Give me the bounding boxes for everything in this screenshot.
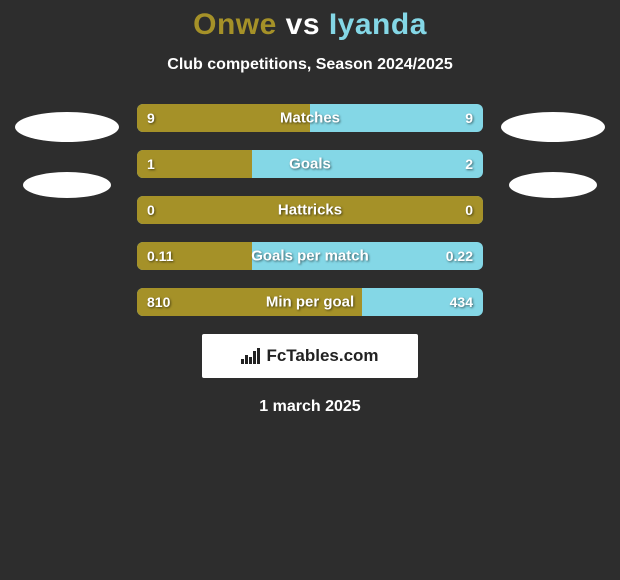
stat-bar-4: 810 Min per goal 434	[137, 288, 483, 316]
stat-value-right-1: 2	[465, 156, 473, 172]
subtitle: Club competitions, Season 2024/2025	[0, 56, 620, 74]
stat-label-4: Min per goal	[266, 294, 354, 311]
stat-value-left-3: 0.11	[147, 248, 173, 264]
comparison-widget: Onwe vs Iyanda Club competitions, Season…	[0, 0, 620, 580]
stat-bar-0: 9 Matches 9	[137, 104, 483, 132]
brand-box[interactable]: FcTables.com	[202, 334, 418, 378]
brand-text: FcTables.com	[266, 346, 378, 366]
stat-value-right-4: 434	[450, 294, 473, 310]
title-player2: Iyanda	[329, 8, 427, 41]
stat-label-1: Goals	[289, 156, 331, 173]
stat-value-right-3: 0.22	[446, 248, 473, 264]
title-player1: Onwe	[193, 8, 277, 41]
stat-bar-2: 0 Hattricks 0	[137, 196, 483, 224]
stat-label-3: Goals per match	[251, 248, 369, 265]
stat-label-2: Hattricks	[278, 202, 342, 219]
stat-value-left-2: 0	[147, 202, 155, 218]
stat-value-left-4: 810	[147, 294, 170, 310]
content-row: 9 Matches 9 1 Goals 2 0 Hattricks 0 0.11 Goals per…	[0, 104, 620, 316]
avatar-left-1	[15, 112, 119, 142]
avatar-right-2	[509, 172, 597, 198]
stat-bars: 9 Matches 9 1 Goals 2 0 Hattricks 0 0.11 Goals per…	[137, 104, 483, 316]
stat-bar-3: 0.11 Goals per match 0.22	[137, 242, 483, 270]
stat-bar-1: 1 Goals 2	[137, 150, 483, 178]
date-line: 1 march 2025	[0, 398, 620, 416]
title-vs: vs	[277, 8, 329, 41]
avatar-col-left	[15, 104, 119, 198]
avatar-left-2	[23, 172, 111, 198]
stat-value-left-0: 9	[147, 110, 155, 126]
stat-value-left-1: 1	[147, 156, 155, 172]
avatar-col-right	[501, 104, 605, 198]
avatar-right-1	[501, 112, 605, 142]
stat-value-right-2: 0	[465, 202, 473, 218]
bar-chart-icon	[241, 348, 260, 364]
stat-value-right-0: 9	[465, 110, 473, 126]
page-title: Onwe vs Iyanda	[0, 8, 620, 42]
stat-label-0: Matches	[280, 110, 340, 127]
